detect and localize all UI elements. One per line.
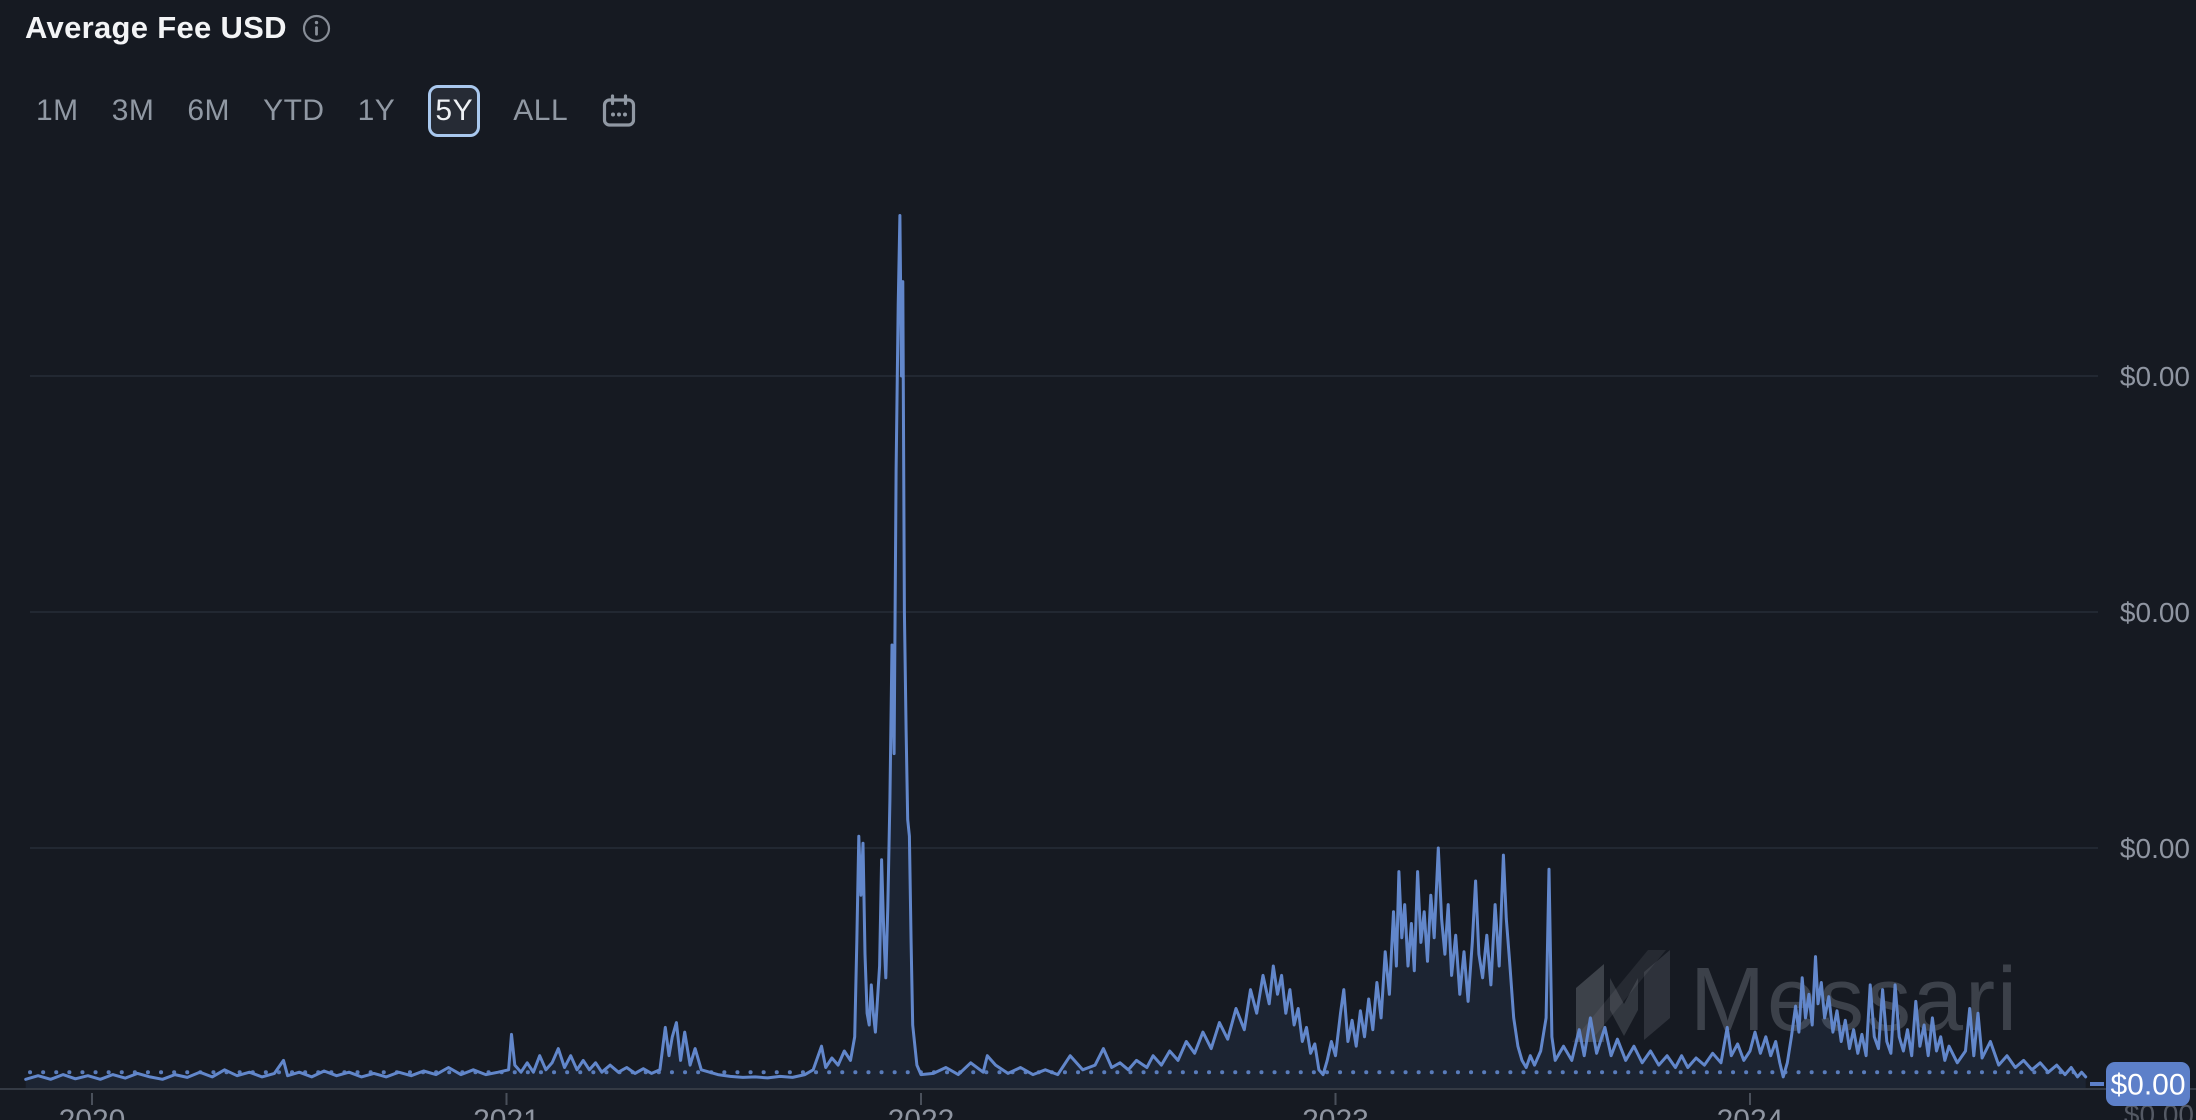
page-title: Average Fee USD [25,10,287,45]
x-axis-label: 2023 [1302,1104,1369,1120]
badge-value-label: $0.00 [2110,1069,2185,1102]
x-axis: 2020 2021 2022 2023 2024 [0,1088,2196,1120]
range-button-5y[interactable]: 5Y [428,85,481,137]
range-button-1y[interactable]: 1Y [358,85,396,137]
range-button-1m[interactable]: 1M [36,85,79,137]
range-button-3m[interactable]: 3M [112,85,155,137]
last-value-badge: $0.00 [2090,1062,2190,1106]
range-button-all[interactable]: ALL [513,85,568,137]
gridlines [30,375,2098,849]
y-axis-label: $0.00 [2120,361,2190,392]
range-toolbar: 1M 3M 6M YTD 1Y 5Y ALL [36,85,637,137]
chart-header: Average Fee USD [25,10,331,46]
messari-logo-icon [1572,950,1670,1042]
range-button-ytd[interactable]: YTD [263,85,325,137]
badge-background [2106,1062,2190,1106]
calendar-icon[interactable] [601,93,637,129]
x-axis-label: 2020 [59,1104,126,1120]
x-axis-label: 2024 [1717,1104,1784,1120]
y-axis-label: $0.00 [2120,597,2190,628]
range-button-6m[interactable]: 6M [187,85,230,137]
y-axis-label: $0.00 [2120,833,2190,864]
fee-line-series [24,214,2088,1081]
y-axis-labels: $0.00 $0.00 $0.00 [2120,361,2190,864]
x-axis-label: 2022 [888,1104,955,1120]
info-icon[interactable] [302,14,331,43]
x-axis-label: 2021 [473,1104,540,1120]
